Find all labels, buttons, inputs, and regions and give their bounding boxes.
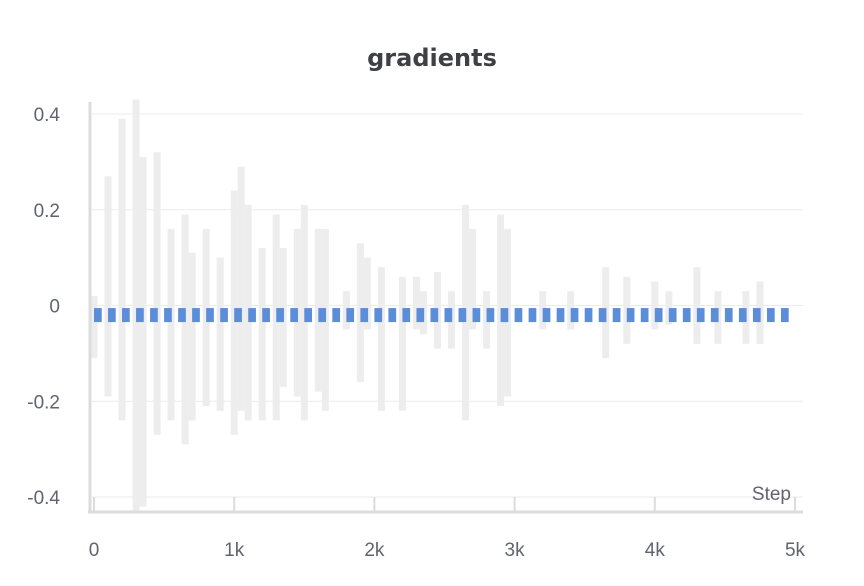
- x-tick-label: 5k: [785, 540, 806, 561]
- histogram-bin: [178, 308, 186, 323]
- range-bar: [132, 99, 140, 512]
- histogram-bin: [108, 308, 116, 323]
- histogram-bin: [192, 308, 200, 323]
- range-bar: [188, 252, 196, 421]
- grid-layer: [92, 113, 803, 498]
- histogram-bin: [290, 308, 298, 323]
- histogram-bin: [402, 308, 411, 323]
- y-tick-label: 0.2: [34, 201, 60, 222]
- histogram-bin: [346, 308, 355, 323]
- range-bar: [377, 267, 385, 411]
- histogram-bin: [262, 308, 270, 323]
- x-tick-label: 1k: [224, 540, 245, 561]
- histogram-bin: [94, 308, 102, 323]
- range-bar: [167, 228, 175, 421]
- range-bar: [139, 157, 147, 507]
- histogram-bin: [122, 308, 130, 323]
- histogram-bin: [164, 308, 172, 323]
- histogram-bin: [710, 308, 719, 323]
- y-tick-label: -0.2: [27, 392, 60, 413]
- histogram-bin: [500, 308, 509, 323]
- range-bar: [104, 176, 112, 397]
- histogram-layer: [94, 308, 789, 323]
- histogram-bin: [584, 308, 593, 323]
- range-bar: [118, 118, 126, 421]
- histogram-bin: [514, 308, 523, 323]
- histogram-bin: [276, 308, 284, 323]
- x-tick-label: 3k: [505, 540, 526, 561]
- histogram-bin: [248, 308, 256, 323]
- range-bar: [363, 257, 371, 330]
- histogram-bin: [626, 308, 635, 323]
- label-layer: 0.4 0.2 0 -0.2 -0.4 0 1k 2k 3k 4k 5k Step: [27, 105, 805, 561]
- range-bar: [181, 214, 189, 445]
- range-bar: [398, 276, 406, 411]
- histogram-bin: [388, 308, 397, 323]
- histogram-bin: [612, 308, 621, 323]
- histogram-bin: [752, 308, 761, 323]
- range-bar: [237, 166, 245, 411]
- histogram-bin: [598, 308, 607, 323]
- histogram-bin: [654, 308, 663, 323]
- range-bar: [216, 257, 224, 411]
- x-tick-label: 4k: [645, 540, 666, 561]
- x-tick-label: 2k: [364, 540, 385, 561]
- x-axis-label: Step: [752, 484, 791, 505]
- histogram-bin: [416, 308, 425, 323]
- range-bar: [693, 267, 701, 344]
- histogram-bin: [444, 308, 453, 323]
- histogram-bin: [220, 308, 228, 323]
- histogram-bin: [318, 308, 327, 323]
- range-bar: [90, 295, 98, 359]
- histogram-bin: [738, 308, 747, 323]
- histogram-bin: [556, 308, 565, 323]
- histogram-bin: [780, 308, 789, 323]
- histogram-bin: [640, 308, 649, 323]
- y-tick-label: -0.4: [27, 488, 60, 509]
- y-tick-label: 0.4: [34, 105, 61, 126]
- histogram-bin: [234, 308, 242, 323]
- x-tick-label: 0: [89, 540, 100, 561]
- histogram-bin: [332, 308, 341, 323]
- histogram-bin: [472, 308, 481, 323]
- range-bar: [665, 291, 673, 325]
- histogram-bin: [528, 308, 537, 323]
- axis-layer: [88, 102, 803, 514]
- histogram-bin: [570, 308, 579, 323]
- range-bar: [469, 228, 477, 330]
- histogram-bin: [206, 308, 214, 323]
- chart-title: gradients: [367, 44, 497, 72]
- histogram-bin: [766, 308, 775, 323]
- histogram-bin: [360, 308, 369, 323]
- histogram-bin: [696, 308, 705, 323]
- y-tick-label: 0: [49, 297, 60, 318]
- histogram-bin: [668, 308, 677, 323]
- histogram-bin: [724, 308, 733, 323]
- histogram-bin: [542, 308, 551, 323]
- histogram-bin: [374, 308, 383, 323]
- range-bar: [412, 276, 420, 330]
- histogram-bin: [486, 308, 495, 323]
- histogram-bin: [458, 308, 467, 323]
- histogram-bin: [682, 308, 691, 323]
- range-bar: [153, 152, 161, 435]
- histogram-bin: [304, 308, 313, 323]
- histogram-bin: [430, 308, 439, 323]
- range-bar: [651, 281, 659, 330]
- range-bar: [258, 248, 266, 421]
- histogram-bin: [136, 308, 144, 323]
- histogram-bin: [150, 308, 158, 323]
